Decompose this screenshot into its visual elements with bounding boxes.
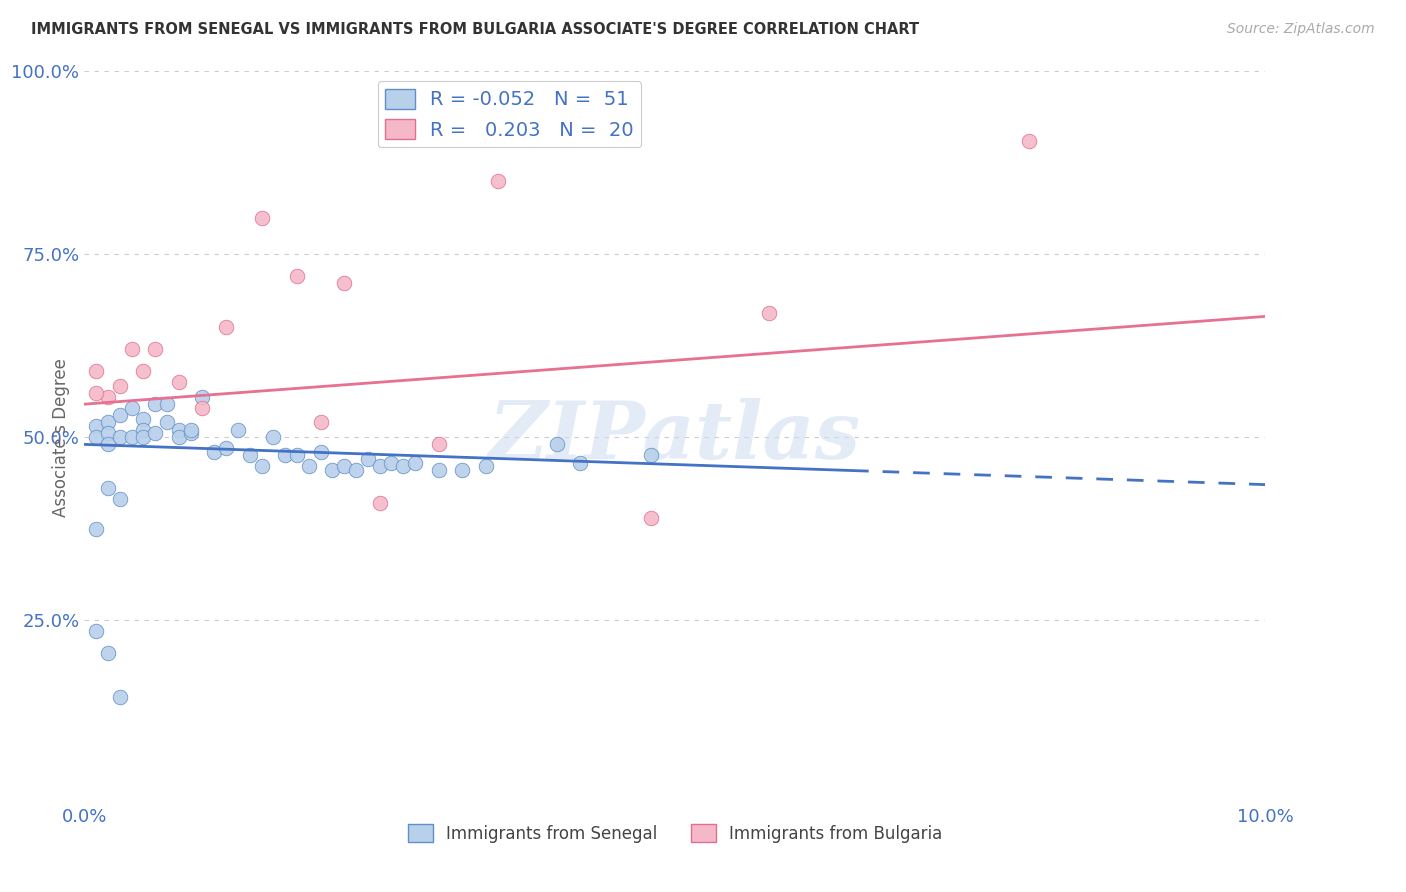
Point <box>640 510 662 524</box>
Point <box>215 441 238 455</box>
Point <box>475 459 498 474</box>
Point <box>309 444 332 458</box>
Y-axis label: Associate's Degree: Associate's Degree <box>52 358 70 516</box>
Point <box>298 459 321 474</box>
Point <box>344 463 367 477</box>
Point <box>357 452 380 467</box>
Point <box>640 448 662 462</box>
Point <box>368 496 391 510</box>
Point <box>121 343 143 357</box>
Point <box>167 430 190 444</box>
Point <box>285 448 308 462</box>
Point <box>108 492 131 507</box>
Point <box>97 481 120 495</box>
Point <box>132 423 155 437</box>
Point <box>108 430 131 444</box>
Point <box>226 423 249 437</box>
Point <box>143 343 166 357</box>
Point <box>180 423 202 437</box>
Point <box>262 430 284 444</box>
Point <box>250 459 273 474</box>
Point <box>143 426 166 441</box>
Point <box>333 459 356 474</box>
Point <box>97 646 120 660</box>
Point <box>191 390 214 404</box>
Point <box>84 624 107 638</box>
Point <box>143 397 166 411</box>
Text: Source: ZipAtlas.com: Source: ZipAtlas.com <box>1227 22 1375 37</box>
Point <box>758 306 780 320</box>
Text: ZIPatlas: ZIPatlas <box>489 399 860 475</box>
Point <box>202 444 225 458</box>
Point <box>84 419 107 434</box>
Point <box>285 269 308 284</box>
Legend: Immigrants from Senegal, Immigrants from Bulgaria: Immigrants from Senegal, Immigrants from… <box>401 818 949 849</box>
Point <box>333 277 356 291</box>
Point <box>392 459 415 474</box>
Point <box>569 456 592 470</box>
Point <box>132 412 155 426</box>
Point <box>97 390 120 404</box>
Point <box>215 320 238 334</box>
Point <box>250 211 273 225</box>
Point <box>451 463 474 477</box>
Point <box>156 416 179 430</box>
Point <box>132 364 155 378</box>
Point <box>97 437 120 451</box>
Point <box>108 379 131 393</box>
Point <box>404 456 426 470</box>
Point <box>97 416 120 430</box>
Point <box>156 397 179 411</box>
Point <box>239 448 262 462</box>
Point <box>108 408 131 422</box>
Point <box>167 376 190 390</box>
Point <box>84 364 107 378</box>
Point <box>368 459 391 474</box>
Text: IMMIGRANTS FROM SENEGAL VS IMMIGRANTS FROM BULGARIA ASSOCIATE'S DEGREE CORRELATI: IMMIGRANTS FROM SENEGAL VS IMMIGRANTS FR… <box>31 22 920 37</box>
Point <box>191 401 214 415</box>
Point <box>380 456 402 470</box>
Point <box>427 437 450 451</box>
Point <box>180 426 202 441</box>
Point <box>108 690 131 704</box>
Point <box>309 416 332 430</box>
Point <box>84 521 107 535</box>
Point <box>546 437 568 451</box>
Point <box>97 426 120 441</box>
Point <box>1018 134 1040 148</box>
Point <box>274 448 297 462</box>
Point <box>84 386 107 401</box>
Point <box>121 401 143 415</box>
Point <box>121 430 143 444</box>
Point <box>132 430 155 444</box>
Point <box>167 423 190 437</box>
Point <box>321 463 343 477</box>
Point <box>486 174 509 188</box>
Point <box>427 463 450 477</box>
Point <box>84 430 107 444</box>
